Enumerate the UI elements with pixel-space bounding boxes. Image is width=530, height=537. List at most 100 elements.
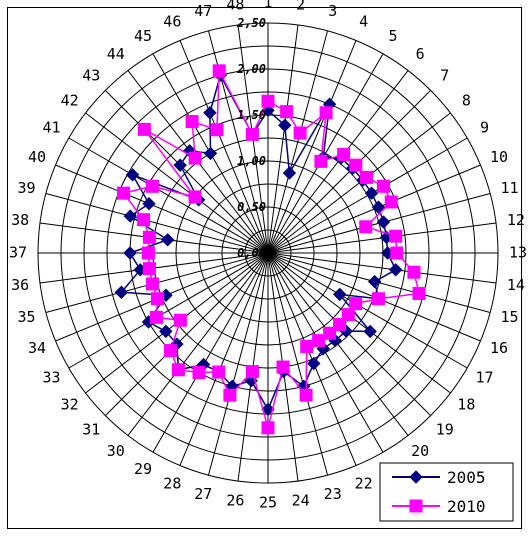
point-2010-20 xyxy=(323,326,337,340)
legend: 2005 2010 xyxy=(379,462,514,522)
point-2010-37 xyxy=(141,246,155,260)
legend-box xyxy=(379,462,514,522)
point-2005-25 xyxy=(261,402,275,417)
category-label-44: 44 xyxy=(107,45,125,63)
point-2005-38 xyxy=(160,233,175,247)
category-label-40: 40 xyxy=(28,148,46,166)
point-2010-24 xyxy=(276,360,290,374)
category-label-33: 33 xyxy=(42,369,60,387)
point-2005-9 xyxy=(364,186,379,200)
category-label-28: 28 xyxy=(163,474,181,492)
spoke xyxy=(267,252,468,369)
point-2010-23 xyxy=(299,388,313,402)
category-label-1: 1 xyxy=(263,0,272,12)
point-2005-40 xyxy=(142,197,156,211)
category-label-15: 15 xyxy=(500,308,518,326)
category-label-4: 4 xyxy=(359,13,368,31)
radial-tick-labels: 0,00 0,50 1,00 1,50 2,00 2,50 xyxy=(236,16,266,260)
chart-frame xyxy=(7,7,522,529)
spoke xyxy=(85,112,269,254)
legend-marker-2005 xyxy=(409,470,423,484)
point-2010-12 xyxy=(389,229,403,243)
point-2005-45 xyxy=(203,146,218,161)
radial-tick-label: 2,50 xyxy=(236,16,266,30)
spoke xyxy=(179,252,269,466)
point-2005-46 xyxy=(203,106,217,120)
point-2010-34 xyxy=(151,292,165,306)
point-2010-27 xyxy=(223,388,237,402)
point-2005-41 xyxy=(125,168,140,182)
spoke xyxy=(267,40,357,254)
point-2010-33 xyxy=(149,310,163,324)
category-label-19: 19 xyxy=(436,420,454,438)
point-2010-26 xyxy=(245,365,259,379)
category-label-13: 13 xyxy=(509,244,527,262)
radial-tick-label: 0,00 xyxy=(237,246,266,260)
spoke xyxy=(267,30,329,254)
radial-tick-label: 1,50 xyxy=(237,108,266,122)
spoke xyxy=(267,252,497,284)
point-2010-45 xyxy=(185,115,199,129)
point-2005-2 xyxy=(278,118,292,133)
category-label-17: 17 xyxy=(475,369,493,387)
category-label-7: 7 xyxy=(440,67,449,85)
point-2010-44 xyxy=(188,151,202,165)
category-label-35: 35 xyxy=(17,308,35,326)
category-label-39: 39 xyxy=(17,179,35,197)
category-label-30: 30 xyxy=(107,442,125,460)
category-labels: 1234567891011121314151617181920212223242… xyxy=(9,0,527,512)
point-2010-30 xyxy=(171,363,185,377)
spoke xyxy=(152,252,269,453)
category-label-36: 36 xyxy=(11,276,29,294)
point-2010-35 xyxy=(145,277,159,291)
spoke xyxy=(105,252,269,416)
point-2010-36 xyxy=(142,262,156,276)
point-2005-37 xyxy=(123,246,137,260)
legend-symbol-2005 xyxy=(409,470,423,484)
spoke xyxy=(267,252,329,476)
spoke xyxy=(68,137,269,254)
point-2010-22 xyxy=(300,339,314,353)
point-2010-32 xyxy=(173,313,187,327)
category-label-34: 34 xyxy=(28,339,46,357)
point-2010-39 xyxy=(137,213,151,227)
spoke xyxy=(207,252,269,476)
category-label-32: 32 xyxy=(61,396,79,414)
category-label-14: 14 xyxy=(507,276,525,294)
point-2010-10 xyxy=(384,195,398,209)
spoke xyxy=(105,90,269,254)
category-label-24: 24 xyxy=(292,491,310,509)
category-label-23: 23 xyxy=(324,485,342,503)
point-2010-18 xyxy=(341,308,355,322)
spoke xyxy=(55,164,269,254)
point-2010-14 xyxy=(407,265,421,279)
point-2010-47 xyxy=(212,64,226,78)
legend-label-2005: 2005 xyxy=(447,468,486,487)
radial-tick-label: 0,50 xyxy=(237,200,266,214)
category-label-47: 47 xyxy=(194,2,212,20)
category-label-22: 22 xyxy=(355,474,373,492)
point-2010-2 xyxy=(280,105,294,119)
point-2010-11 xyxy=(359,220,373,234)
category-label-41: 41 xyxy=(42,119,60,137)
point-2005-35 xyxy=(114,285,129,299)
spoke xyxy=(68,252,269,369)
category-label-2: 2 xyxy=(296,0,305,14)
point-2005-43 xyxy=(173,158,187,172)
point-2005-10 xyxy=(371,200,386,214)
category-label-9: 9 xyxy=(480,119,489,137)
category-label-46: 46 xyxy=(163,13,181,31)
point-2005-3 xyxy=(282,166,297,180)
category-label-31: 31 xyxy=(82,420,100,438)
series-2010 xyxy=(117,64,426,435)
category-label-3: 3 xyxy=(328,2,337,20)
legend-symbol-2010 xyxy=(409,499,423,513)
category-label-48: 48 xyxy=(226,0,244,14)
spoke xyxy=(45,192,269,254)
point-2010-6 xyxy=(337,147,351,161)
spoke xyxy=(267,24,299,254)
spoke xyxy=(267,252,451,394)
legend-label-2010: 2010 xyxy=(447,497,486,516)
category-label-26: 26 xyxy=(226,491,244,509)
